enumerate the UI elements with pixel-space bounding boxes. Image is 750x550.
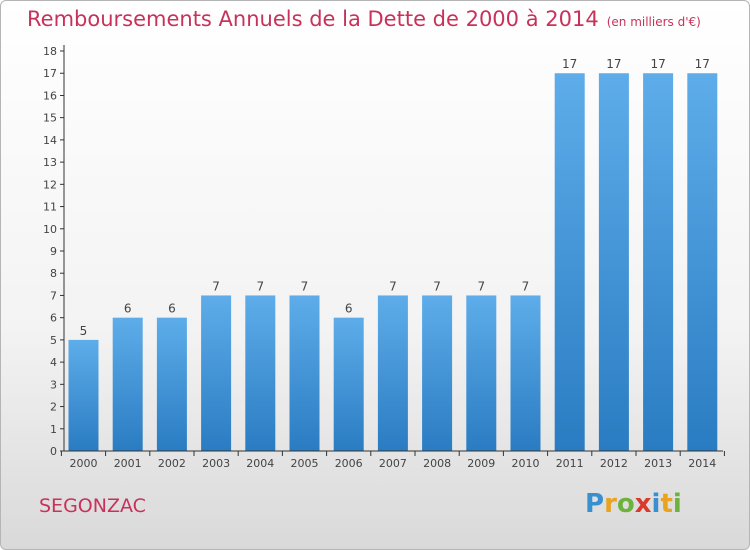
proxiti-logo: Proxiti: [585, 489, 682, 519]
bar: [201, 295, 232, 451]
y-tick-label: 6: [50, 312, 57, 325]
logo-letter: x: [634, 489, 652, 519]
commune-name: SEGONZAC: [39, 495, 146, 517]
logo-letter: r: [604, 489, 617, 519]
data-label: 6: [168, 302, 176, 316]
y-tick-label: 12: [43, 178, 57, 191]
bar: [245, 295, 276, 451]
y-tick-label: 2: [50, 401, 57, 414]
bar: [643, 73, 674, 451]
y-tick-label: 17: [43, 67, 57, 80]
bar: [156, 317, 187, 451]
x-tick-label: 2001: [114, 457, 142, 470]
y-tick-label: 5: [50, 334, 57, 347]
y-tick-label: 0: [50, 445, 57, 458]
y-tick-label: 4: [50, 356, 57, 369]
data-label: 7: [212, 279, 220, 293]
x-tick-label: 2003: [202, 457, 230, 470]
data-label: 7: [301, 279, 309, 293]
y-tick-label: 14: [43, 134, 57, 147]
bar: [554, 73, 585, 451]
bar: [510, 295, 541, 451]
bar: [598, 73, 629, 451]
data-label: 17: [650, 57, 665, 71]
y-tick-label: 9: [50, 245, 57, 258]
y-tick-label: 15: [43, 112, 57, 125]
y-tick-label: 13: [43, 156, 57, 169]
x-tick-label: 2012: [600, 457, 628, 470]
x-tick-label: 2007: [379, 457, 407, 470]
logo-letter: i: [672, 489, 682, 519]
bar: [333, 317, 364, 451]
y-tick-label: 18: [43, 45, 57, 58]
data-label: 7: [433, 279, 441, 293]
x-tick-label: 2005: [291, 457, 319, 470]
x-tick-label: 2013: [644, 457, 672, 470]
bar: [466, 295, 497, 451]
data-label: 5: [80, 324, 88, 338]
data-label: 7: [522, 279, 530, 293]
x-axis: 2000 2001 2002 2003 2004 2005 2006 2007 2008 2009…: [60, 450, 725, 470]
x-tick-label: 2004: [246, 457, 274, 470]
y-tick-label: 8: [50, 267, 57, 280]
x-tick-label: 2010: [512, 457, 540, 470]
y-tick-label: 11: [43, 201, 57, 214]
bars: 5 6 6 7 7 7 6 7 7 7 7 17 17 17 17: [68, 57, 718, 451]
x-tick-label: 2006: [335, 457, 363, 470]
bar: [112, 317, 143, 451]
logo-letter: P: [585, 489, 605, 519]
data-label: 6: [124, 302, 132, 316]
title-text: Remboursements Annuels de la Dette de 20…: [27, 7, 599, 31]
x-tick-label: 2002: [158, 457, 186, 470]
logo-letter: t: [660, 489, 673, 519]
bar: [289, 295, 320, 451]
y-tick-label: 10: [43, 223, 57, 236]
bar: [377, 295, 408, 451]
data-label: 7: [477, 279, 485, 293]
data-label: 7: [256, 279, 264, 293]
bar: [68, 339, 99, 451]
y-tick-label: 16: [43, 89, 57, 102]
data-label: 17: [606, 57, 621, 71]
bar: [422, 295, 453, 451]
logo-letter: i: [651, 489, 661, 519]
logo-letter: o: [616, 489, 635, 519]
x-tick-label: 2014: [688, 457, 716, 470]
x-tick-label: 2009: [467, 457, 495, 470]
x-tick-label: 2008: [423, 457, 451, 470]
data-label: 7: [389, 279, 397, 293]
data-label: 17: [562, 57, 577, 71]
x-tick-label: 2000: [70, 457, 98, 470]
y-tick-label: 7: [50, 289, 57, 302]
bar: [687, 73, 718, 451]
chart-title: Remboursements Annuels de la Dette de 20…: [27, 7, 701, 31]
y-tick-label: 3: [50, 378, 57, 391]
data-label: 6: [345, 302, 353, 316]
y-tick-label: 1: [50, 423, 57, 436]
data-label: 17: [695, 57, 710, 71]
chart-subtitle: (en milliers d'€): [606, 15, 701, 29]
x-tick-label: 2011: [556, 457, 584, 470]
